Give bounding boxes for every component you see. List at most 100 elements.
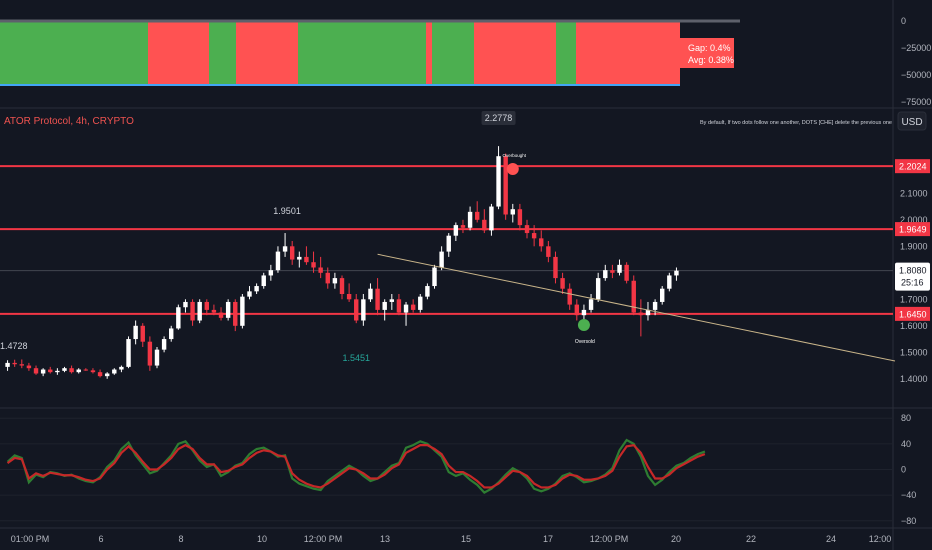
candle-body: [240, 296, 245, 326]
candle-body: [503, 156, 508, 215]
candle-body: [403, 304, 409, 313]
countdown-tag: 25:16: [901, 278, 924, 288]
top-segment-green: [432, 22, 474, 84]
high-label-box: [481, 111, 516, 125]
overbought-label: Overbought: [503, 153, 527, 158]
candle-body: [282, 246, 288, 252]
top-axis-tick: −50000: [901, 70, 931, 80]
top-segment-red: [576, 22, 680, 84]
price-axis: 2.1000 2.0000 1.9000 1.7000 1.6000 1.5000 1.40…: [900, 188, 928, 383]
candle-body: [631, 280, 636, 313]
time-axis-label: 17: [543, 534, 553, 544]
time-axis-label: 24: [826, 534, 836, 544]
candle-body: [496, 156, 501, 207]
top-segment-green: [209, 22, 236, 84]
candle-body: [97, 372, 103, 377]
price-axis-tick: 2.0000: [900, 215, 928, 225]
candle-body: [154, 349, 160, 366]
oscillator-axis-tick: 80: [901, 413, 911, 423]
candle-body: [289, 246, 295, 260]
top-segment-red: [236, 22, 298, 84]
candle-body: [268, 270, 274, 276]
time-axis-label: 12:00 PM: [590, 534, 629, 544]
time-axis-label: 12:00: [869, 534, 892, 544]
candle-body: [467, 211, 473, 228]
chart-annotations: 2.2778 1.9501 1.5451 1.4728 Overbought O…: [0, 111, 595, 363]
top-panel-labels: Gap: 0.4% Avg: 0.38%: [680, 38, 734, 68]
candle-body: [652, 301, 658, 310]
candle-body: [603, 270, 608, 279]
candle-body: [418, 296, 423, 310]
current-price-tag-box: [895, 262, 930, 291]
top-segment-red: [148, 22, 209, 84]
candle-body: [539, 238, 544, 247]
candle-body: [595, 278, 601, 300]
candle-body: [346, 294, 352, 300]
candle-body: [332, 278, 338, 284]
trendline-segment: [377, 253, 896, 362]
candle-body: [368, 288, 373, 300]
candle-body: [233, 301, 238, 326]
time-axis-label: 13: [380, 534, 390, 544]
currency-button-label: USD: [901, 117, 922, 128]
currency-button[interactable]: [897, 111, 927, 131]
time-axis-label: 20: [671, 534, 681, 544]
level-tag-box: [895, 222, 930, 237]
candle-body: [638, 312, 644, 316]
top-panel-axis: 0 −25000 −50000 −75000: [901, 16, 931, 107]
candle-body: [410, 304, 416, 310]
candle-body: [204, 301, 210, 310]
oscillator: [6, 438, 706, 494]
candle-body: [261, 275, 266, 287]
candle-body: [425, 286, 430, 297]
candle-body: [610, 270, 615, 273]
top-axis-tick: 0: [901, 16, 906, 26]
candle-body: [482, 219, 487, 231]
horizontal-levels: [0, 165, 893, 315]
price-axis-tick: 1.5000: [900, 347, 928, 357]
candle-body: [524, 225, 530, 234]
top-axis-tick: −75000: [901, 97, 931, 107]
time-axis-label: 6: [98, 534, 103, 544]
candle-body: [33, 368, 39, 374]
trendline: [377, 253, 896, 362]
top-segment-green: [556, 22, 576, 84]
candle-body: [354, 299, 359, 321]
overbought-dot: [506, 163, 519, 175]
candle-body: [375, 288, 380, 310]
oscillator-axis-tick: 0: [901, 465, 906, 475]
candle-body: [674, 270, 679, 276]
oscillator-axis: 80 40 0 −40 −80: [901, 413, 916, 526]
oversold-label: Oversold: [575, 339, 595, 345]
candle-body: [325, 272, 330, 284]
candle-body: [297, 256, 302, 260]
level-tag-box: [895, 306, 930, 321]
candle-body: [574, 304, 580, 316]
high-label: 2.2778: [485, 113, 513, 123]
top-segment-green: [0, 22, 148, 84]
candle-body: [432, 267, 437, 287]
top-segment-red: [426, 22, 432, 84]
candle-body: [218, 312, 224, 318]
candle-body: [474, 211, 480, 220]
candle-body: [140, 325, 145, 342]
candle-body: [382, 301, 387, 310]
candle-body: [567, 288, 572, 305]
candle-body: [247, 291, 252, 297]
candle-body: [389, 299, 395, 302]
price-axis-tick: 1.6000: [900, 321, 928, 331]
symbol-title[interactable]: ATOR Protocol, 4h, CRYPTO: [4, 116, 134, 127]
candle-body: [660, 288, 665, 302]
candle-body: [112, 369, 117, 374]
candle-body: [446, 235, 451, 252]
time-axis-label: 22: [746, 534, 756, 544]
candle-body: [304, 256, 309, 263]
oversold-dot: [577, 319, 590, 331]
candle-body: [453, 225, 459, 236]
candle-body: [588, 299, 594, 310]
candlesticks: [5, 146, 679, 379]
candle-body: [460, 225, 466, 228]
candle-body: [5, 362, 10, 367]
time-axis-label: 12:00 PM: [304, 534, 343, 544]
candle-body: [176, 307, 181, 329]
